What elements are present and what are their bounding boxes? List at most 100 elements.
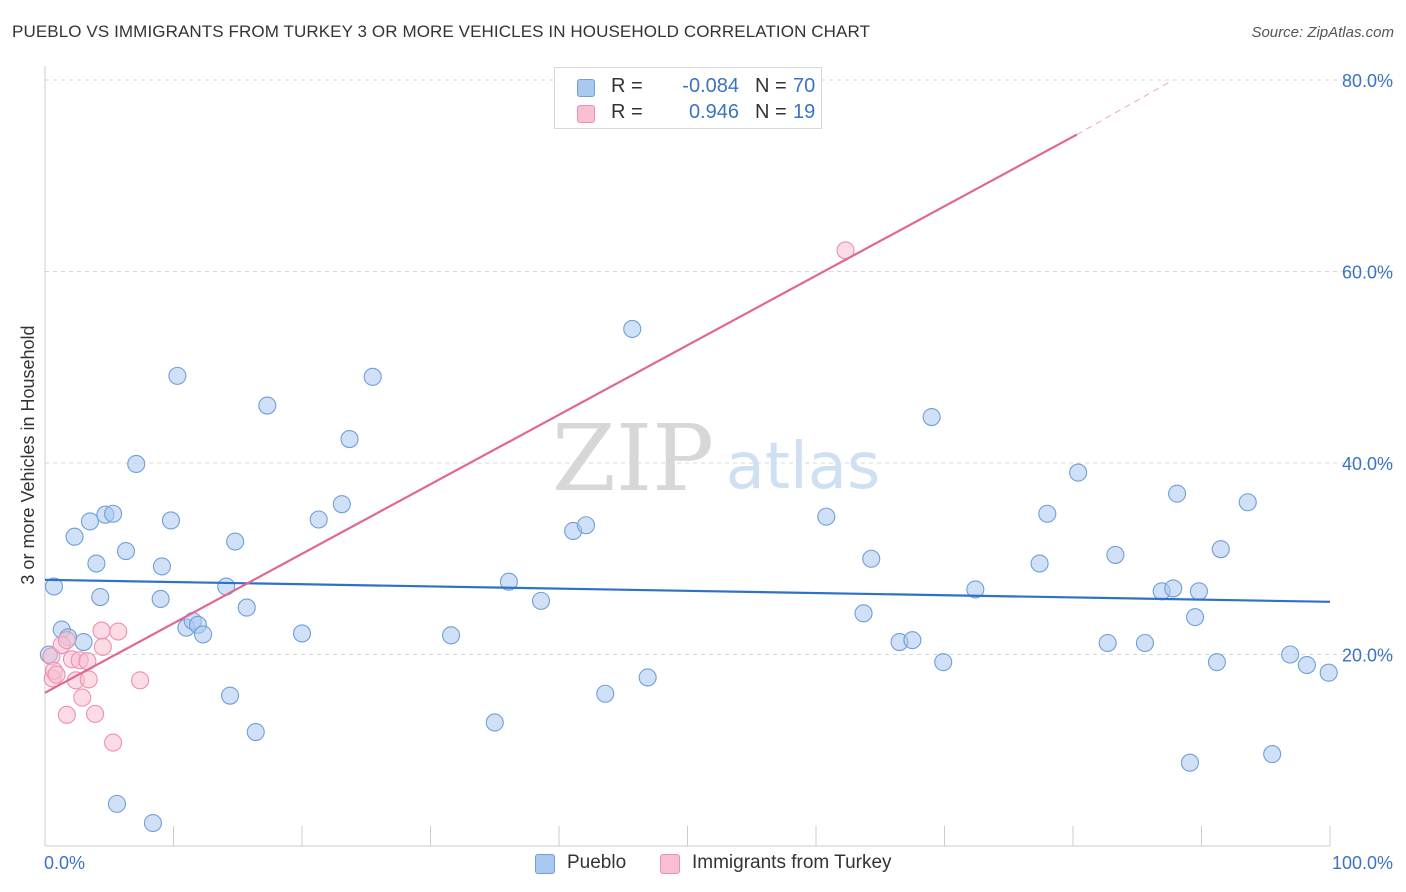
pueblo-point [143, 813, 162, 833]
turkey-swatch [577, 105, 595, 123]
x-tick-label: 0.0% [44, 853, 85, 873]
turkey-point [93, 637, 112, 656]
pueblo-point [91, 587, 110, 607]
turkey-point [92, 621, 111, 640]
pueblo-point [309, 510, 328, 529]
turkey-point [109, 622, 128, 641]
n-value: 19 [793, 101, 816, 123]
pueblo-point [246, 723, 265, 742]
y-tick-label: 40.0% [1342, 454, 1393, 474]
pueblo-point [1098, 633, 1117, 653]
pueblo-point [258, 396, 277, 415]
pueblo-point [576, 516, 596, 535]
pueblo-point [104, 504, 123, 523]
pueblo-point [168, 366, 187, 385]
pueblo-point [638, 668, 657, 687]
r-label: R = [611, 101, 643, 123]
pueblo-point [1168, 484, 1187, 503]
pueblo-point [1297, 655, 1316, 675]
pueblo-point [1238, 493, 1257, 512]
pueblo-point [107, 794, 127, 813]
pueblo-point [1180, 753, 1199, 772]
x-tick-label: 100.0% [1332, 853, 1393, 873]
pueblo-point [1135, 633, 1155, 653]
pueblo-point [1319, 663, 1338, 682]
turkey-point [73, 688, 92, 707]
pueblo-point [1038, 504, 1057, 523]
pueblo-point [922, 407, 941, 427]
pueblo-point [817, 507, 836, 526]
turkey-point [79, 670, 98, 689]
pueblo-point [152, 557, 171, 576]
watermark: ZIP atlas [552, 405, 880, 512]
turkey-point [57, 631, 76, 650]
bottom-legend: Pueblo Immigrants from Turkey [0, 852, 1406, 878]
pueblo-point [87, 554, 106, 573]
turkey-point [131, 671, 150, 690]
y-axis-label: 3 or more Vehicles in Household [18, 325, 38, 584]
pueblo-point [292, 624, 312, 643]
y-tick-label: 60.0% [1342, 263, 1393, 283]
turkey-point [104, 733, 123, 752]
pueblo-point [332, 495, 351, 514]
r-value: -0.084 [682, 75, 739, 97]
legend-label-pueblo: Pueblo [567, 852, 627, 873]
pueblo-point [80, 512, 100, 531]
n-label: N = [755, 75, 787, 97]
pueblo-point [485, 713, 504, 732]
pueblo-point [74, 633, 93, 652]
pueblo-point [363, 367, 382, 386]
tick-labels: 20.0% 40.0% 60.0% 80.0% 0.0% 100.0% [44, 71, 1393, 873]
pueblo-point [161, 511, 180, 530]
pueblo-point [442, 626, 461, 645]
pueblo-point [226, 532, 245, 551]
pueblo-points [39, 319, 1338, 833]
r-label: R = [611, 75, 643, 97]
pueblo-point [65, 527, 84, 546]
pueblo-point [862, 549, 881, 568]
turkey-trend-extension [1076, 79, 1174, 136]
pueblo-point [1189, 582, 1208, 601]
pueblo-point [1164, 579, 1183, 598]
turkey-points [42, 241, 855, 752]
trend-lines [44, 79, 1331, 694]
pueblo-point [1281, 645, 1300, 664]
pueblo-point [237, 598, 256, 617]
pueblo-point [854, 604, 873, 623]
pueblo-point [1069, 463, 1088, 482]
pueblo-point [1263, 745, 1282, 764]
pueblo-point [623, 319, 642, 339]
pueblo-point [596, 684, 615, 703]
turkey-trend-line [44, 133, 1078, 694]
pueblo-swatch [535, 854, 555, 874]
y-tick-label: 20.0% [1342, 646, 1393, 666]
stats-legend: R = -0.084 N = 70 R = 0.946 N = 19 [554, 67, 822, 129]
pueblo-swatch [577, 79, 595, 97]
pueblo-point [1106, 545, 1125, 564]
pueblo-point [531, 591, 551, 610]
pueblo-point [1186, 608, 1205, 627]
gridlines [45, 79, 1394, 655]
n-value: 70 [793, 75, 816, 97]
pueblo-point [499, 572, 518, 591]
pueblo-point [1211, 540, 1230, 559]
y-tick-label: 80.0% [1342, 71, 1393, 91]
turkey-point [57, 705, 76, 724]
turkey-point [86, 704, 105, 723]
source-label: Source: ZipAtlas.com [1251, 24, 1394, 41]
pueblo-point [1030, 554, 1049, 573]
pueblo-point [934, 653, 953, 672]
turkey-swatch [660, 854, 680, 874]
pueblo-point [966, 580, 985, 599]
legend-label-turkey: Immigrants from Turkey [692, 852, 892, 873]
pueblo-point [127, 454, 146, 474]
watermark-zip: ZIP [552, 405, 714, 512]
pueblo-point [220, 686, 240, 705]
pueblo-point [903, 631, 922, 650]
pueblo-point [340, 430, 359, 449]
r-value: 0.946 [688, 101, 739, 123]
chart-title: PUEBLO VS IMMIGRANTS FROM TURKEY 3 OR MO… [12, 22, 871, 41]
pueblo-point [1207, 653, 1226, 672]
pueblo-trend-line [44, 578, 1331, 603]
